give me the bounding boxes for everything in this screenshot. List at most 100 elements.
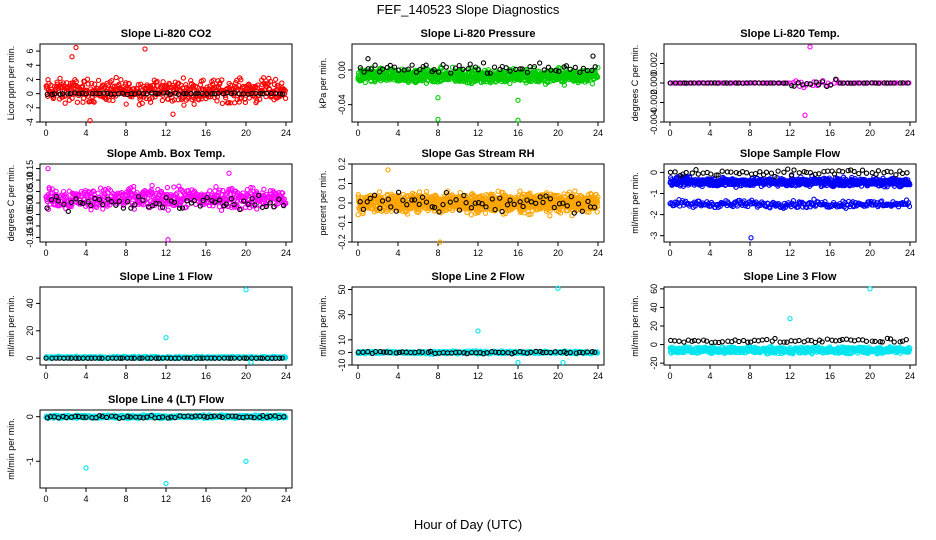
data-point [51, 91, 58, 97]
y-tick-label: -0.002 [649, 90, 659, 116]
data-point [229, 185, 235, 192]
data-point [91, 188, 97, 195]
data-point [44, 91, 50, 97]
data-point [515, 117, 521, 123]
data-point [368, 66, 374, 72]
data-point [727, 80, 733, 86]
data-point [246, 81, 252, 87]
data-point [153, 90, 159, 97]
data-point [73, 44, 79, 51]
data-point [57, 75, 63, 82]
data-point [689, 170, 695, 176]
panel-3: Slope Li-820 Temp.0 4 8 12 16 20 24-0.004-0.00… [630, 28, 917, 138]
panel-title: Slope Sample Flow [740, 148, 841, 160]
data-point [475, 67, 481, 73]
x-tick-label: 24 [905, 248, 915, 258]
x-tick-label: 12 [785, 128, 795, 138]
data-point [589, 67, 595, 74]
data-point [58, 84, 64, 90]
data-point [503, 65, 509, 71]
panel-5: Slope Gas Stream RH0 4 8 12 16 20 24-0.2-0.10.… [318, 148, 605, 258]
data-point [223, 95, 229, 101]
data-point [531, 64, 538, 70]
y-axis-label: Licor ppm per min. [6, 46, 16, 121]
data-point [519, 66, 525, 72]
y-tick-label: -2 [25, 104, 35, 112]
x-tick-label: 0 [355, 128, 360, 138]
data-point [589, 81, 596, 87]
data-point [869, 80, 875, 86]
x-tick-label: 8 [123, 128, 128, 138]
data-point [423, 62, 429, 68]
data-point [89, 80, 95, 87]
data-point [708, 80, 715, 86]
data-point [780, 80, 787, 86]
data-point [376, 69, 383, 75]
data-point [277, 91, 283, 97]
data-point [524, 69, 531, 75]
y-axis-label: ml/min per min. [630, 172, 640, 234]
data-point [144, 90, 150, 97]
data-point [863, 170, 870, 176]
data-point [191, 101, 197, 107]
y-tick-label: -0.04 [337, 94, 347, 115]
data-point [771, 80, 777, 86]
data-point [45, 165, 51, 172]
data-point [140, 91, 147, 97]
x-tick-label: 20 [241, 128, 251, 138]
data-point [748, 235, 754, 241]
data-point [119, 90, 126, 96]
y-tick-label: -0.05 [25, 204, 35, 225]
data-point [149, 182, 155, 189]
data-point [365, 66, 371, 72]
data-point [807, 44, 813, 50]
data-point [431, 67, 437, 73]
data-point [160, 79, 166, 85]
data-point [750, 80, 756, 86]
data-point [807, 81, 814, 87]
data-point [128, 91, 135, 97]
data-point [785, 166, 791, 172]
data-point [228, 186, 234, 193]
data-point [548, 67, 554, 73]
data-point [156, 195, 162, 202]
data-point [670, 80, 676, 86]
data-point [257, 96, 263, 102]
x-tick-label: 4 [83, 371, 88, 381]
data-point [712, 80, 718, 86]
y-tick-label: 0.000 [649, 72, 659, 95]
data-point [147, 83, 154, 89]
data-point [267, 78, 274, 85]
data-point [859, 167, 866, 173]
data-point [721, 80, 727, 86]
data-point [435, 95, 441, 101]
data-point [181, 102, 187, 108]
x-tick-label: 0 [355, 248, 360, 258]
data-point [183, 90, 189, 97]
data-point [561, 78, 568, 84]
data-point [827, 82, 834, 88]
data-point [179, 95, 185, 101]
data-point [361, 69, 367, 75]
data-point [146, 96, 153, 102]
data-point [487, 70, 493, 76]
panel-title: Slope Li-820 Pressure [421, 28, 536, 40]
data-point [763, 169, 770, 175]
data-point [118, 77, 124, 83]
data-point [743, 170, 750, 176]
data-point [815, 82, 822, 88]
data-point [889, 80, 895, 86]
x-tick-label: 8 [747, 248, 752, 258]
data-point [69, 95, 75, 101]
data-point [102, 186, 109, 193]
data-point [104, 90, 111, 97]
data-point [423, 80, 430, 86]
data-point [387, 62, 393, 69]
data-point [460, 66, 466, 72]
data-point [595, 64, 601, 71]
data-point [110, 97, 116, 104]
y-tick-label: 0.05 [25, 183, 35, 201]
data-point [465, 66, 471, 72]
data-point [507, 80, 513, 87]
data-point [903, 80, 909, 86]
